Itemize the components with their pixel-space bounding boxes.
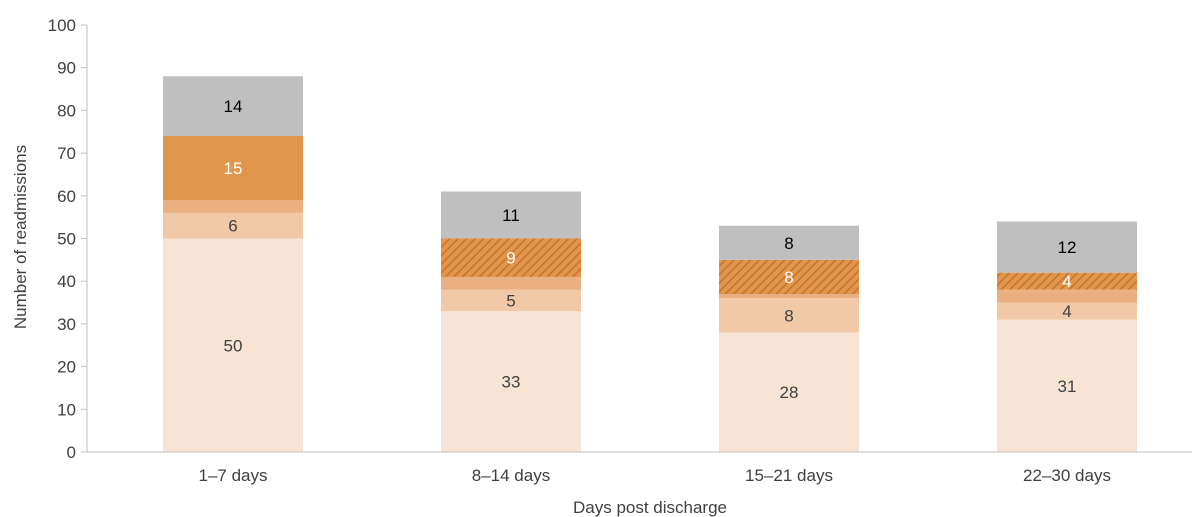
y-tick-label: 20 xyxy=(57,358,76,377)
data-label-s2-c1: 6 xyxy=(228,217,237,236)
y-tick-label: 90 xyxy=(57,59,76,78)
bars: 50 6 15 14 33 5 9 11 28 8 8 8 31 4 4 12 xyxy=(163,76,1137,452)
bar-segment-s5-c2 xyxy=(441,191,581,239)
y-tick-label: 50 xyxy=(57,230,76,249)
bar-segment-s2-c4 xyxy=(997,302,1137,320)
x-tick-label: 15–21 days xyxy=(745,466,833,485)
bar-segment-s1-c2 xyxy=(441,311,581,452)
y-tick-label: 80 xyxy=(57,101,76,120)
bar-segment-s5-c1 xyxy=(163,76,303,137)
y-tick-label: 100 xyxy=(48,16,76,35)
data-label-s5-c3: 8 xyxy=(784,234,793,253)
bar-segment-s2-c2 xyxy=(441,289,581,312)
data-label-s2-c3: 8 xyxy=(784,306,793,325)
bar-segment-s1-c1 xyxy=(163,238,303,452)
bar-segment-s3-c3 xyxy=(719,294,859,299)
bar-segment-s1-c3 xyxy=(719,332,859,452)
data-label-s4-c3: 8 xyxy=(784,268,793,287)
data-label-s2-c2: 5 xyxy=(506,291,515,310)
data-label-s5-c4: 12 xyxy=(1058,238,1077,257)
data-label-s1-c4: 31 xyxy=(1058,377,1077,396)
bar-segment-s4-c4 xyxy=(997,272,1137,290)
y-tick-label: 0 xyxy=(67,443,76,462)
data-label-s5-c2: 11 xyxy=(502,206,520,225)
y-tick-label: 70 xyxy=(57,144,76,163)
bar-segment-s2-c3 xyxy=(719,298,859,333)
data-label-s5-c1: 14 xyxy=(224,97,243,116)
y-axis-title: Number of readmissions xyxy=(11,145,30,329)
data-label-s1-c3: 28 xyxy=(780,383,799,402)
bar-segment-s2-c1 xyxy=(163,212,303,239)
bar-segment-s3-c4 xyxy=(997,289,1137,303)
data-label-s4-c4: 4 xyxy=(1062,272,1071,291)
bar-segment-s4-c1 xyxy=(163,136,303,201)
bar-segment-s3-c2 xyxy=(441,276,581,290)
x-tick-label: 1–7 days xyxy=(199,466,268,485)
data-label-s4-c2: 9 xyxy=(506,249,515,268)
data-label-s2-c4: 4 xyxy=(1062,302,1071,321)
y-tick-label: 10 xyxy=(57,400,76,419)
bar-segment-s4-c2 xyxy=(441,238,581,277)
bar-segment-s4-c3 xyxy=(719,259,859,295)
data-label-s1-c1: 50 xyxy=(224,336,243,355)
x-axis: 1–7 days 8–14 days 15–21 days 22–30 days xyxy=(87,451,1192,485)
y-tick-label: 30 xyxy=(57,315,76,334)
x-tick-label: 8–14 days xyxy=(472,466,550,485)
bar-segment-s1-c4 xyxy=(997,319,1137,452)
y-tick-label: 40 xyxy=(57,272,76,291)
bar-segment-s5-c4 xyxy=(997,221,1137,273)
bar-segment-s3-c1 xyxy=(163,200,303,213)
y-axis: 0 10 20 30 40 50 60 70 80 90 100 xyxy=(48,16,88,462)
x-tick-label: 22–30 days xyxy=(1023,466,1111,485)
x-axis-title: Days post discharge xyxy=(573,498,727,517)
data-label-s1-c2: 33 xyxy=(502,373,521,392)
bar-segment-s5-c3 xyxy=(719,225,859,260)
y-tick-label: 60 xyxy=(57,187,76,206)
data-label-s4-c1: 15 xyxy=(224,159,243,178)
